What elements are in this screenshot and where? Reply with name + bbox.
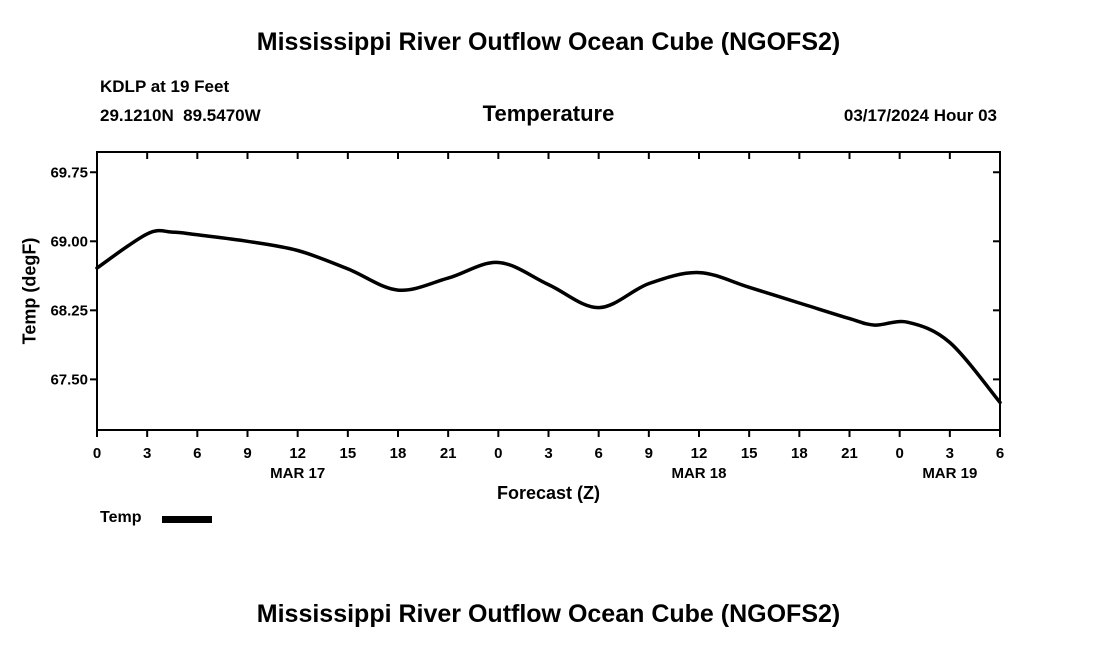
legend-line-swatch [162, 516, 212, 523]
legend-label: Temp [100, 509, 142, 526]
x-tick-label: 15 [339, 445, 356, 462]
station-coordinates: 29.1210N 89.5470W [100, 106, 261, 125]
y-tick-label: 69.00 [50, 233, 88, 250]
x-date-label: MAR 17 [270, 465, 325, 482]
temp-line-series [95, 228, 1002, 405]
x-tick-label: 0 [494, 445, 502, 462]
page-title-bottom: Mississippi River Outflow Ocean Cube (NG… [256, 600, 841, 628]
plot-border [96, 151, 1001, 431]
forecast-datetime: 03/17/2024 Hour 03 [843, 106, 997, 125]
x-tick-label: 12 [289, 445, 306, 462]
x-tick-label: 3 [544, 445, 552, 462]
x-tick-label: 12 [691, 445, 708, 462]
x-tick-label: 9 [645, 445, 653, 462]
x-axis-label: Forecast (Z) [496, 483, 601, 503]
x-tick-label: 0 [93, 445, 101, 462]
y-tick-label: 67.50 [50, 371, 88, 388]
x-tick-label: 21 [841, 445, 858, 462]
x-tick-label: 0 [895, 445, 903, 462]
x-tick-label: 6 [193, 445, 201, 462]
x-tick-label: 15 [741, 445, 758, 462]
page-title-top: Mississippi River Outflow Ocean Cube (NG… [256, 28, 841, 56]
axis-ticks: 0 3 6 9 12 15 18 21 0 3 6 9 12 15 18 21 0 3 6 69.75 69.00 68.… [50, 152, 1004, 482]
x-date-label: MAR 18 [671, 465, 726, 482]
x-tick-label: 18 [791, 445, 808, 462]
x-tick-label: 3 [946, 445, 954, 462]
x-date-label: MAR 19 [922, 465, 977, 482]
x-tick-label: 9 [243, 445, 251, 462]
plot-title: Temperature [482, 101, 615, 126]
x-tick-label: 21 [440, 445, 457, 462]
y-tick-label: 69.75 [50, 164, 88, 181]
x-tick-label: 3 [143, 445, 151, 462]
x-tick-label: 18 [390, 445, 407, 462]
x-tick-label: 6 [594, 445, 602, 462]
y-axis-label: Temp (degF) [19, 237, 40, 345]
y-tick-label: 68.25 [50, 302, 88, 319]
station-label: KDLP at 19 Feet [100, 77, 230, 96]
x-tick-label: 6 [996, 445, 1004, 462]
